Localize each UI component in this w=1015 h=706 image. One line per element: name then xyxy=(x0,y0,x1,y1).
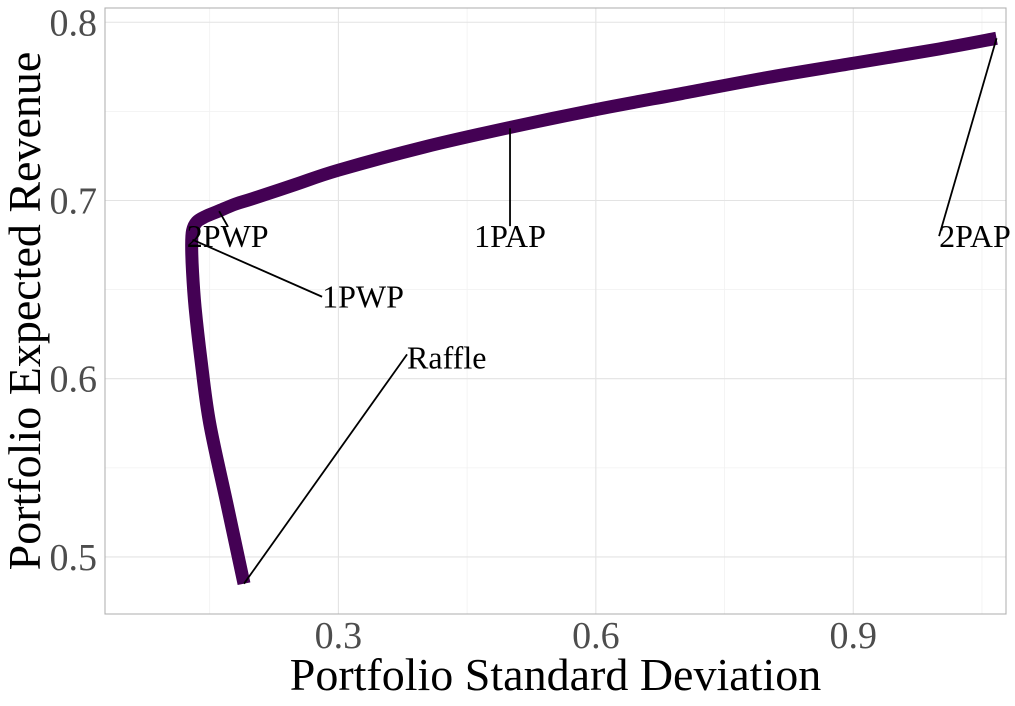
y-tick-label: 0.8 xyxy=(50,2,98,44)
y-tick-label: 0.5 xyxy=(50,537,98,579)
major-gridlines xyxy=(105,8,1006,614)
leader-line-2pap xyxy=(938,38,998,237)
leader-line-raffle xyxy=(243,353,408,585)
x-tick-label: 0.9 xyxy=(830,615,878,657)
x-tick-label: 0.6 xyxy=(572,615,620,657)
panel-border xyxy=(104,7,1007,615)
y-tick-label: 0.6 xyxy=(50,359,98,401)
tick-label-layer: 0.3 0.6 0.9 0.5 0.6 0.7 0.8 xyxy=(50,2,878,657)
y-axis-title: Portfolio Expected Revenue xyxy=(0,52,50,571)
series-layer xyxy=(185,31,998,586)
annotation-1pap: 1PAP xyxy=(474,218,546,254)
annotation-1pwp: 1PWP xyxy=(322,279,404,315)
frontier-line xyxy=(185,31,998,586)
y-tick-label: 0.7 xyxy=(50,180,98,222)
x-axis-title: Portfolio Standard Deviation xyxy=(290,649,821,700)
leader-line-1pwp xyxy=(192,238,323,298)
leader-line-2pwp xyxy=(218,210,229,227)
annotation-raffle: Raffle xyxy=(407,339,486,375)
annotation-2pwp: 2PWP xyxy=(187,218,269,254)
annotation-2pap: 2PAP xyxy=(939,218,1011,254)
x-tick-label: 0.3 xyxy=(315,615,363,657)
